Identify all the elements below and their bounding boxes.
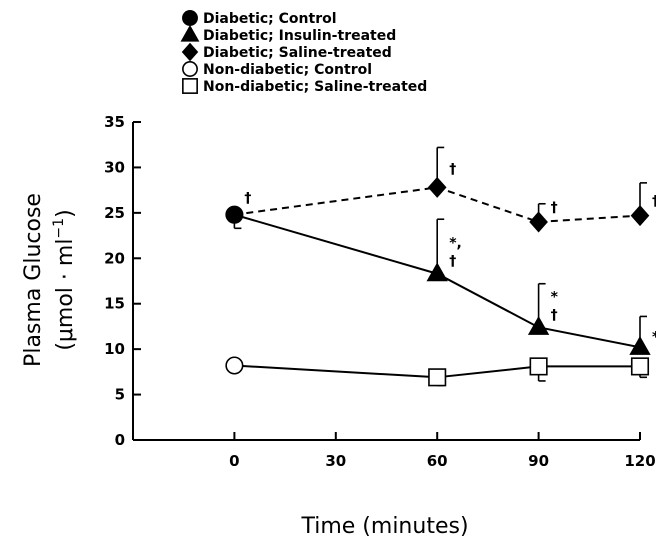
y-ticks: 0 5 10 15 20 25 30 35: [104, 113, 141, 449]
legend-label-3: Non-diabetic; Control: [203, 62, 372, 78]
annotation-7: †: [551, 307, 558, 323]
legend-label-1: Diabetic; Insulin-treated: [203, 28, 396, 44]
marker-1-1: [426, 262, 448, 282]
y-tick-label-5: 5: [115, 386, 125, 404]
marker-0-0: [225, 205, 244, 224]
y-axis-title-line2: (μmol · ml−1): [51, 209, 78, 350]
y-axis-title-superscript: −1: [51, 218, 67, 239]
y-tick-label-30: 30: [104, 158, 125, 176]
series-line-4: [234, 364, 640, 379]
series-lines: [234, 186, 641, 379]
legend-marker-0: [182, 10, 198, 26]
x-axis-title: Time (minutes): [300, 514, 468, 539]
marker-3-0: [225, 356, 244, 375]
y-axis-title-unit: (μmol · ml: [53, 239, 78, 351]
annotation-6: *: [551, 289, 559, 305]
y-axis-title-close: ): [53, 209, 78, 218]
annotation-4: *,: [449, 236, 462, 252]
annotation-1: †: [449, 161, 456, 177]
marker-1-3: [629, 335, 651, 355]
marker-4-3: [630, 357, 650, 376]
annotation-2: †: [551, 200, 558, 216]
marker-2-1: [427, 176, 447, 198]
y-tick-label-20: 20: [104, 249, 125, 267]
y-tick-label-15: 15: [104, 295, 125, 313]
series-line-2: [234, 186, 641, 223]
annotation-8: *: [652, 329, 656, 345]
marker-4-2: [529, 357, 548, 376]
marker-4-1: [428, 368, 447, 387]
marker-2-2: [529, 211, 548, 233]
legend-marker-1: [180, 24, 200, 42]
legend-label-4: Non-diabetic; Saline-treated: [203, 79, 427, 95]
legend-marker-3: [182, 61, 198, 77]
legend-label-0: Diabetic; Control: [203, 11, 337, 27]
y-axis-title-line1: Plasma Glucose: [21, 193, 46, 367]
significance-annotations: † † † † *, † * † *: [244, 161, 656, 345]
y-tick-label-25: 25: [104, 204, 125, 222]
x-tick-label-120: 120: [624, 452, 655, 470]
y-tick-label-10: 10: [104, 340, 125, 358]
marker-1-2: [527, 315, 550, 335]
legend-marker-4: [182, 78, 198, 94]
x-tick-label-90: 90: [528, 452, 549, 470]
annotation-5: †: [449, 254, 456, 270]
legend-marker-2: [181, 42, 199, 62]
annotation-0: †: [244, 191, 251, 207]
x-ticks: 0 30 60 90 120: [229, 432, 656, 470]
x-tick-label-60: 60: [427, 452, 448, 470]
annotation-3: †: [652, 194, 656, 210]
y-tick-label-0: 0: [115, 431, 125, 449]
y-tick-label-35: 35: [104, 113, 125, 131]
legend-label-2: Diabetic; Saline-treated: [203, 45, 392, 61]
series-line-1: [234, 213, 641, 349]
data-markers: [225, 176, 651, 387]
x-tick-label-30: 30: [325, 452, 346, 470]
axes: 0 5 10 15 20 25 30 35 0 30 60 90 120: [104, 113, 656, 470]
marker-2-3: [630, 205, 650, 227]
x-tick-label-0: 0: [229, 452, 239, 470]
